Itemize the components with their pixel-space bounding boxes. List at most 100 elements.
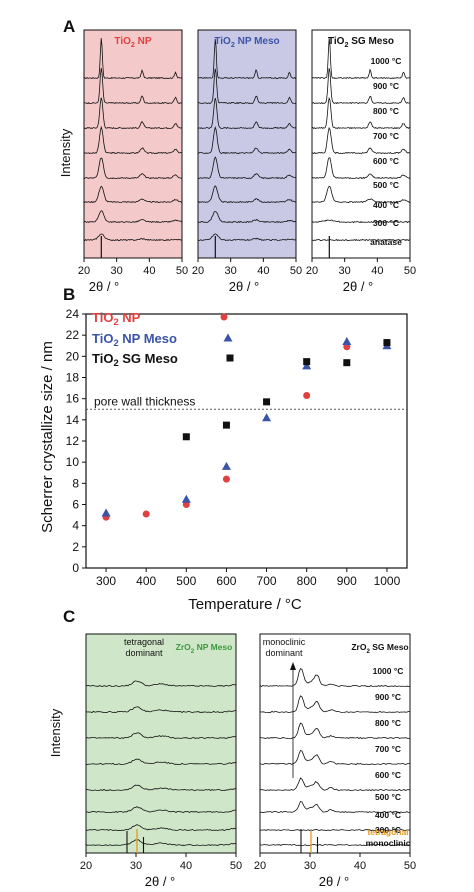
panel-a-frame-2 [197,29,297,259]
panel-a-trace-3-7 [311,219,410,224]
panel-b-point-2-3 [221,461,231,470]
panel-c-trace-1-1 [85,680,237,688]
panel-c-trace-1-2 [85,706,237,714]
panel-letter-b: B [63,285,75,304]
panel-b-xtick-label: 600 [216,574,236,588]
panel-c-trace-2-6 [259,801,411,814]
panel-a-trace-1-5 [84,157,183,180]
panel-b-ytick-label: 6 [72,498,79,512]
panel-b-point-1-6 [343,343,351,351]
panel-a-xlabel-2: 2θ / ° [229,279,260,294]
panel-a-xtick-label: 20 [192,265,204,277]
panel-c-trace-1-8 [85,839,237,847]
panel-c-temp-label: 800 °C [375,718,401,728]
panel-a-trace-3-6 [311,185,411,204]
panel-b-point-2-6 [342,337,352,346]
panel-c-temp-label: 600 °C [375,770,401,780]
panel-a-trace-3-8 [311,238,411,242]
panel-c-trace-2-4 [259,749,411,766]
panel-b-point-3-2 [222,421,230,429]
panel-b-plot: 300 400 500 600 700 800 900 1000024681012141618… [66,307,408,588]
panel-a-trace-1-1 [83,38,183,80]
panel-c-trace-2-1 [259,668,411,688]
panel-b-xtick-label: 700 [257,574,277,588]
panel-a-temp-label: 300 °C [373,218,399,228]
panel-c-annotation-1-line2: dominant [125,648,163,658]
panel-a-xtick-label: 30 [339,265,351,277]
panel-a-trace-1-3 [83,97,183,130]
panel-b-ytick-label: 12 [66,434,80,448]
panel-b-point-3-6 [383,339,391,347]
panel-b-point-3-4 [303,358,311,366]
panel-c-trace-2-8 [259,843,411,847]
panel-a-temp-label: 500 °C [373,180,399,190]
panel-a-xtick-label: 20 [78,265,90,277]
panel-c-xtick-label: 50 [404,860,416,872]
panel-a-trace-1-2 [83,67,183,105]
panel-a-xlabel-1: 2θ / ° [89,279,120,294]
panel-c-frame-2 [259,633,411,854]
panel-c-trace-1-3 [85,732,237,740]
panel-c-trace-1-4 [85,758,237,766]
panel-b-legend-label-2: TiO2 NP Meso [92,331,177,348]
panel-c-temp-label: 900 °C [375,692,401,702]
panel-b-point-1-4 [222,475,230,483]
panel-b-ytick-label: 2 [72,540,79,554]
panel-a-xtick-label: 20 [306,265,318,277]
panel-b-point-3-3 [263,398,271,406]
panel-b-xtick-label: 400 [136,574,156,588]
panel-a-trace-1-7 [83,210,183,224]
panel-a-trace-1-4 [83,125,182,155]
panel-b-point-2-4 [262,413,272,422]
panel-a-trace-3-1 [311,38,411,80]
panel-a-trace-2-5 [197,156,297,180]
panel-c-xtick-label: 30 [130,860,142,872]
panel-a-xtick-label: 50 [176,265,188,277]
panel-a-xtick-label: 40 [371,265,383,277]
panel-b-ytick-label: 8 [72,476,79,490]
panel-a-frame-1 [83,29,183,259]
panel-c-trace-2-7 [259,828,411,832]
panel-a-trace-3-2 [311,68,410,105]
panel-c-trace-1-5 [85,784,237,792]
panel-b-ytick-label: 20 [66,349,80,363]
panel-a-temp-label: 400 °C [373,200,399,210]
panel-a-trace-3-5 [311,157,411,180]
panel-c-temp-label: 500 °C [375,792,401,802]
panel-a-xtick-label: 30 [225,265,237,277]
panel-c-xlabel-2: 2θ / ° [319,874,350,889]
panel-a-xtick-label: 50 [290,265,302,277]
panel-a-trace-2-4 [197,126,297,155]
panel-c-trace-2-3 [259,722,411,740]
panel-a-title-3: TiO2 SG Meso [328,36,394,49]
panel-c-xtick-label: 20 [254,860,266,872]
panel-c-reference-monoclinic: monoclinic [366,838,411,848]
panel-a-trace-2-6 [197,185,296,204]
panel-b-ytick-label: 18 [66,371,80,385]
panel-b-point-1-5 [303,391,311,399]
panel-a-trace-2-1 [197,39,297,80]
panel-c-temp-label: 1000 °C [373,666,404,676]
panel-a-xtick-label: 50 [404,265,416,277]
panel-a-xlabel-3: 2θ / ° [343,279,374,294]
panel-b-point-2-1 [101,508,111,517]
panel-c-title-2: ZrO2 SG Meso [351,642,408,655]
panel-c-temp-label: 700 °C [375,744,401,754]
panel-c-xtick-label: 30 [304,860,316,872]
panel-c-trace-2-5 [259,777,411,792]
panel-b-legend-label-1: TiO2 NP [92,310,141,327]
panel-b-point-1-2 [142,510,150,518]
panel-b-reference-label: pore wall thickness [94,394,195,408]
panel-b-ytick-label: 10 [66,455,80,469]
panel-c-reference-tetragonal: tetragonal [367,827,408,837]
panel-c-ylabel: Intensity [48,708,63,757]
panel-a-trace-2-7 [197,211,297,224]
panel-b-point-2-2 [181,494,191,503]
panel-b-xtick-label: 900 [337,574,357,588]
panel-a-trace-3-3 [311,96,411,130]
panel-b-xtick-label: 500 [176,574,196,588]
panel-c-annotation-1-line1: tetragonal [124,637,164,647]
panel-c-trace-2-2 [259,695,411,714]
panel-b-legend-marker-3 [226,354,234,362]
